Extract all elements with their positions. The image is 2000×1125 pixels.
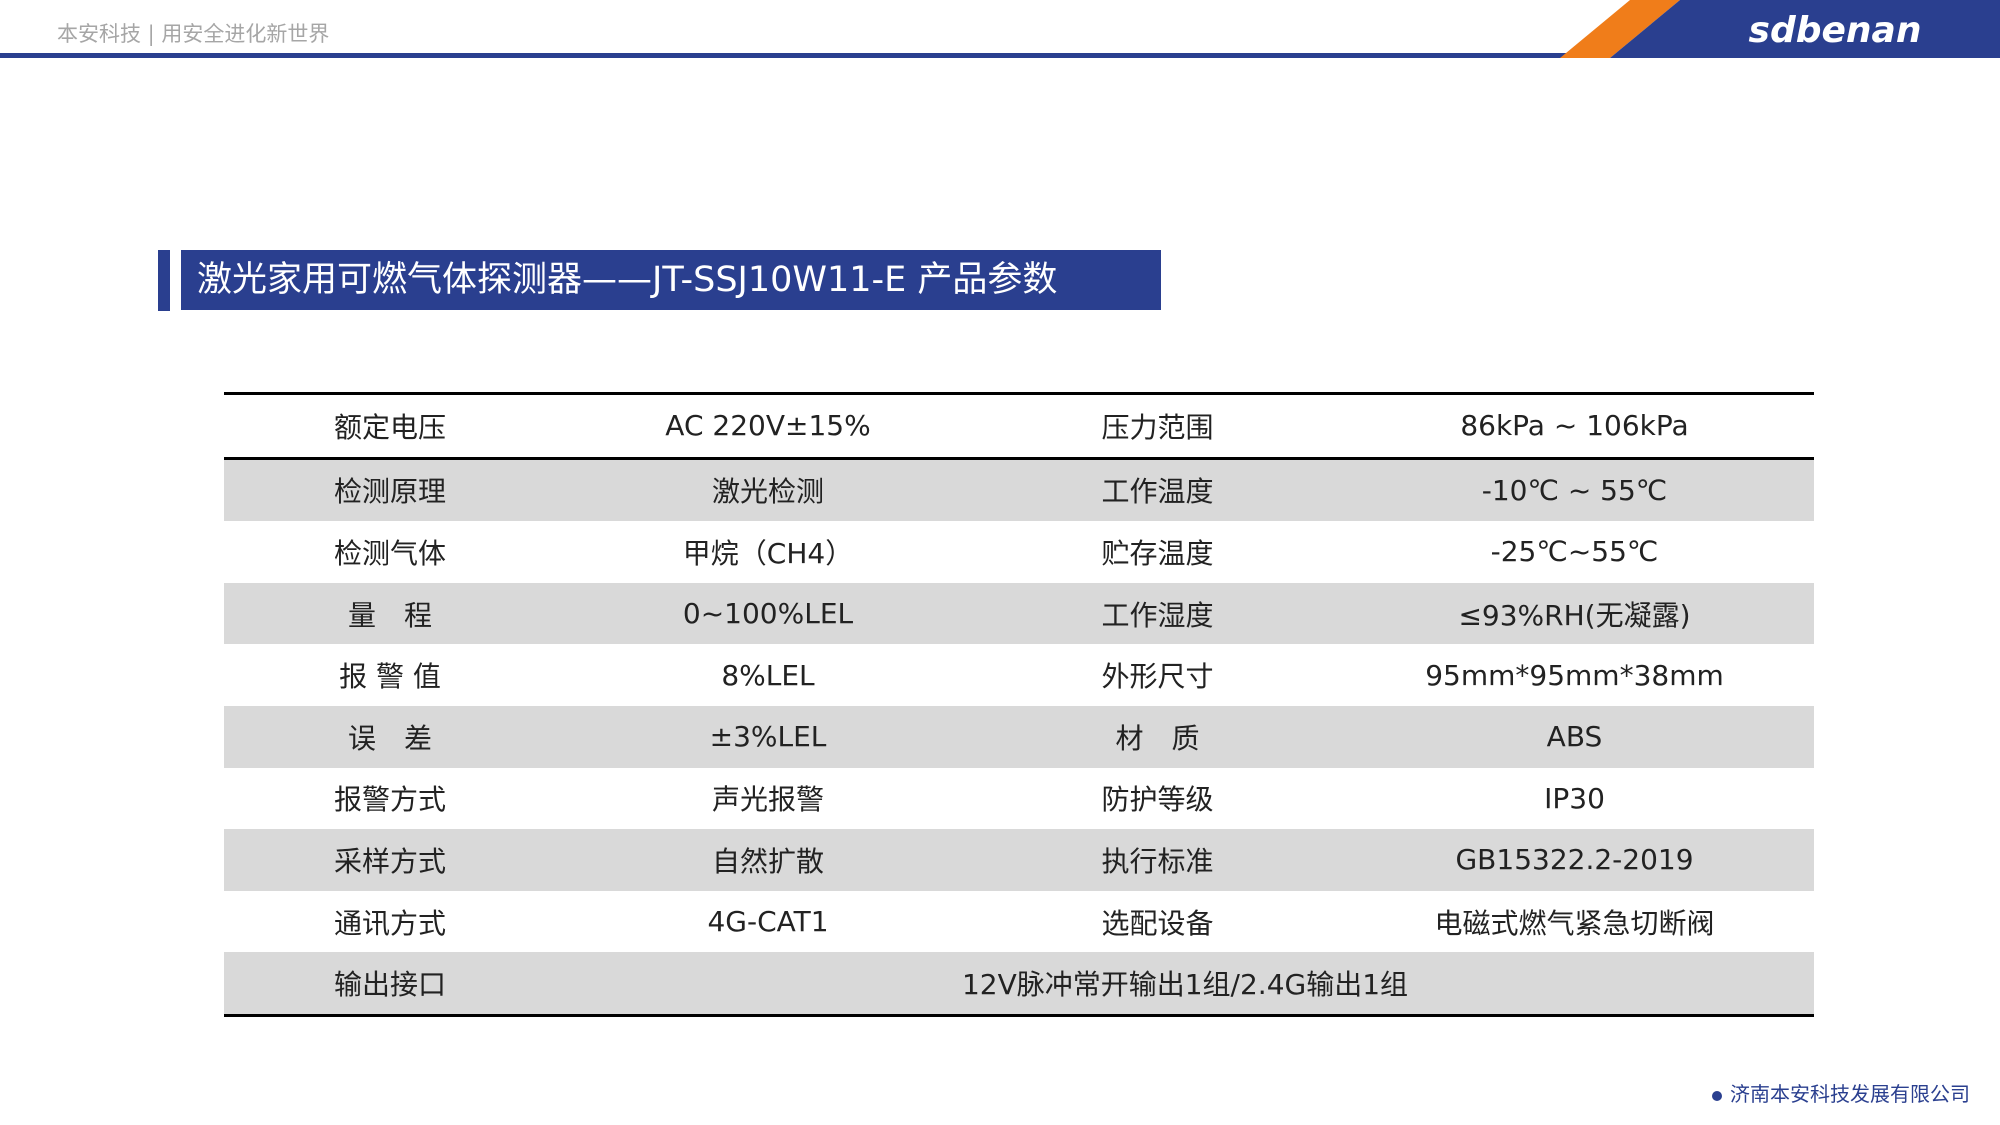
table-cell: -10℃ ~ 55℃ <box>1335 458 1814 522</box>
table-cell: 8%LEL <box>721 658 815 692</box>
table-cell: 电磁式燃气紧急切断阀 <box>1434 906 1715 940</box>
table-cell: 压力范围 <box>980 392 1335 460</box>
table-cell: 贮存温度 <box>1101 536 1214 570</box>
table-row: 采样方式 自然扩散 执行标准 GB15322.2-2019 <box>224 829 1814 891</box>
table-row: 报警方式 声光报警 防护等级 IP30 <box>224 768 1814 830</box>
table-row: 报 警 值 8%LEL 外形尺寸 95mm*95mm*38mm <box>224 644 1814 706</box>
table-cell: 甲烷（CH4） <box>682 536 854 570</box>
title: 激光家用可燃气体探测器——JT-SSJ10W11-E 产品参数 <box>181 250 1161 310</box>
table-cell: -25℃~55℃ <box>1490 535 1659 569</box>
logo-block: sdbenan <box>1560 0 2000 58</box>
table-cell: ±3%LEL <box>556 705 980 768</box>
table-cell: 4G-CAT1 <box>707 905 829 939</box>
table-cell: 选配设备 <box>1101 906 1214 940</box>
table-row: 通讯方式 4G-CAT1 选配设备 电磁式燃气紧急切断阀 <box>224 891 1814 953</box>
table-cell: 报 警 值 <box>339 660 441 694</box>
table-row: 量 程 0~100%LEL 工作湿度 ≤93%RH(无凝露) <box>224 582 1814 645</box>
table-cell: 86kPa ~ 106kPa <box>1335 392 1814 460</box>
footer: 济南本安科技发展有限公司 <box>1712 1078 1970 1107</box>
table-cell: 声光报警 <box>711 783 824 817</box>
table-row: 误 差 ±3%LEL 材 质 ABS <box>224 705 1814 768</box>
table-cell: 检测原理 <box>224 458 556 522</box>
tagline: 本安科技 | 用安全进化新世界 <box>57 22 330 46</box>
table-cell: 误 差 <box>224 705 556 768</box>
table-cell: IP30 <box>1544 781 1605 815</box>
table-cell: 自然扩散 <box>556 829 980 891</box>
table-cell: 工作湿度 <box>980 582 1335 645</box>
table-cell: 外形尺寸 <box>1101 660 1214 694</box>
table-cell: 通讯方式 <box>333 906 446 940</box>
table-row: 检测原理 激光检测 工作温度 -10℃ ~ 55℃ <box>224 458 1814 522</box>
table-cell: 检测气体 <box>333 536 446 570</box>
table-row: 额定电压 AC 220V±15% 压力范围 86kPa ~ 106kPa <box>224 392 1814 460</box>
company: 济南本安科技发展有限公司 <box>1730 1082 1970 1106</box>
title-bar <box>158 250 170 311</box>
table-cell: 工作温度 <box>980 458 1335 522</box>
table-cell: 12V脉冲常开输出1组/2.4G输出1组 <box>556 952 1814 1017</box>
table-cell: 材 质 <box>980 705 1335 768</box>
table-row: 检测气体 甲烷（CH4） 贮存温度 -25℃~55℃ <box>224 521 1814 583</box>
table-cell: ABS <box>1335 705 1814 768</box>
table-cell: 输出接口 <box>224 952 556 1017</box>
table-cell: AC 220V±15% <box>556 392 980 460</box>
table-cell: 采样方式 <box>224 829 556 891</box>
bullet <box>1712 1090 1722 1101</box>
logo-text: sdbenan <box>1749 10 1922 51</box>
table-cell: 执行标准 <box>980 829 1335 891</box>
table-cell: 0~100%LEL <box>556 582 980 645</box>
spec-table: 额定电压 AC 220V±15% 压力范围 86kPa ~ 106kPa 检测原理 激光检… <box>224 392 1814 1017</box>
table-cell: 激光检测 <box>556 458 980 522</box>
table-cell: 95mm*95mm*38mm <box>1425 658 1724 692</box>
table-row: 输出接口 12V脉冲常开输出1组/2.4G输出1组 <box>224 952 1814 1017</box>
table-cell: 额定电压 <box>224 392 556 460</box>
header-rule <box>0 53 1600 58</box>
table-cell: 量 程 <box>224 582 556 645</box>
table-cell: ≤93%RH(无凝露) <box>1335 582 1814 645</box>
table-cell: 报警方式 <box>333 783 446 817</box>
table-cell: GB15322.2-2019 <box>1335 829 1814 891</box>
table-cell: 防护等级 <box>1101 783 1214 817</box>
